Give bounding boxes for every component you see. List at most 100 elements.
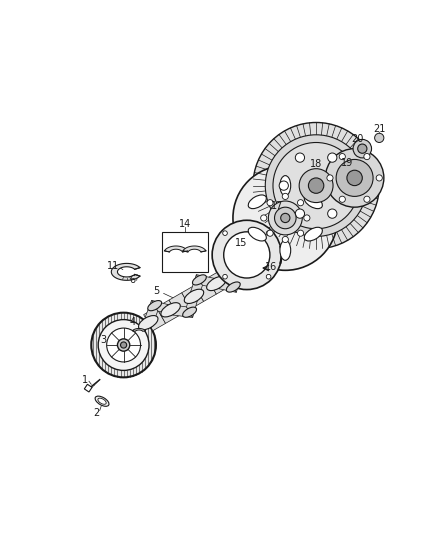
Ellipse shape — [91, 313, 156, 377]
Polygon shape — [196, 274, 219, 289]
Polygon shape — [207, 271, 229, 294]
Polygon shape — [187, 291, 197, 318]
Bar — [162, 232, 208, 272]
Circle shape — [328, 153, 337, 162]
Ellipse shape — [95, 396, 109, 406]
Circle shape — [266, 231, 271, 236]
Text: 2: 2 — [93, 408, 99, 418]
Circle shape — [374, 133, 384, 142]
Polygon shape — [182, 285, 204, 309]
Ellipse shape — [117, 339, 130, 351]
Polygon shape — [144, 308, 166, 330]
Ellipse shape — [148, 301, 162, 311]
Ellipse shape — [280, 175, 291, 196]
Polygon shape — [145, 300, 158, 328]
Ellipse shape — [107, 328, 141, 362]
Ellipse shape — [241, 258, 258, 270]
Ellipse shape — [248, 227, 266, 241]
Text: 15: 15 — [234, 238, 247, 248]
Circle shape — [328, 209, 337, 218]
Ellipse shape — [224, 232, 270, 278]
Ellipse shape — [299, 168, 333, 203]
Circle shape — [339, 154, 346, 160]
Polygon shape — [233, 256, 254, 279]
Ellipse shape — [226, 282, 240, 292]
Polygon shape — [111, 263, 140, 280]
Circle shape — [353, 140, 371, 158]
Circle shape — [267, 200, 273, 206]
Ellipse shape — [325, 149, 384, 207]
Ellipse shape — [98, 320, 149, 370]
Ellipse shape — [98, 398, 106, 404]
Text: 16: 16 — [265, 262, 278, 272]
Circle shape — [297, 230, 304, 236]
Ellipse shape — [228, 264, 247, 278]
Circle shape — [339, 196, 346, 203]
Polygon shape — [169, 293, 191, 316]
Text: 4: 4 — [130, 317, 136, 327]
Text: 19: 19 — [341, 158, 353, 167]
Text: 3: 3 — [101, 335, 106, 345]
Ellipse shape — [281, 213, 290, 223]
Ellipse shape — [212, 220, 282, 289]
Circle shape — [282, 193, 288, 199]
Text: 21: 21 — [373, 124, 385, 134]
Polygon shape — [164, 246, 187, 252]
Circle shape — [364, 196, 370, 203]
Circle shape — [279, 181, 288, 190]
Ellipse shape — [336, 159, 373, 196]
Ellipse shape — [273, 142, 359, 229]
Text: 5: 5 — [153, 286, 159, 296]
Ellipse shape — [248, 195, 266, 208]
Polygon shape — [132, 328, 145, 332]
Polygon shape — [167, 304, 193, 318]
Ellipse shape — [138, 316, 158, 330]
Circle shape — [344, 181, 353, 190]
Ellipse shape — [280, 240, 291, 260]
Circle shape — [282, 237, 288, 243]
Ellipse shape — [120, 342, 127, 348]
Polygon shape — [85, 384, 92, 392]
Polygon shape — [194, 278, 216, 302]
Ellipse shape — [253, 123, 379, 249]
Ellipse shape — [275, 207, 296, 229]
Text: 6: 6 — [130, 274, 136, 285]
Circle shape — [267, 230, 273, 236]
Circle shape — [295, 209, 304, 218]
Ellipse shape — [207, 276, 226, 290]
Polygon shape — [220, 263, 242, 287]
Text: 20: 20 — [352, 134, 364, 144]
Circle shape — [223, 231, 227, 236]
Circle shape — [304, 215, 310, 221]
Ellipse shape — [233, 166, 338, 270]
Circle shape — [358, 144, 367, 154]
Ellipse shape — [268, 201, 302, 235]
Circle shape — [261, 215, 267, 221]
Polygon shape — [235, 259, 253, 277]
Ellipse shape — [161, 303, 180, 317]
Polygon shape — [191, 274, 202, 302]
Text: 18: 18 — [310, 159, 322, 169]
Ellipse shape — [308, 178, 324, 193]
Ellipse shape — [347, 170, 362, 185]
Ellipse shape — [184, 289, 204, 303]
Ellipse shape — [304, 227, 322, 241]
Polygon shape — [213, 278, 237, 293]
Ellipse shape — [192, 275, 206, 285]
Circle shape — [327, 175, 333, 181]
Ellipse shape — [183, 307, 197, 317]
Circle shape — [364, 154, 370, 160]
Polygon shape — [230, 266, 241, 293]
Circle shape — [266, 274, 271, 279]
Text: 11: 11 — [107, 261, 119, 271]
Polygon shape — [156, 300, 178, 324]
Text: 17: 17 — [272, 201, 284, 212]
Polygon shape — [183, 246, 206, 252]
Ellipse shape — [304, 195, 322, 208]
Circle shape — [223, 274, 227, 279]
Circle shape — [297, 200, 304, 206]
Circle shape — [376, 175, 382, 181]
Text: 14: 14 — [179, 219, 191, 229]
Polygon shape — [152, 300, 174, 315]
Ellipse shape — [265, 135, 367, 237]
